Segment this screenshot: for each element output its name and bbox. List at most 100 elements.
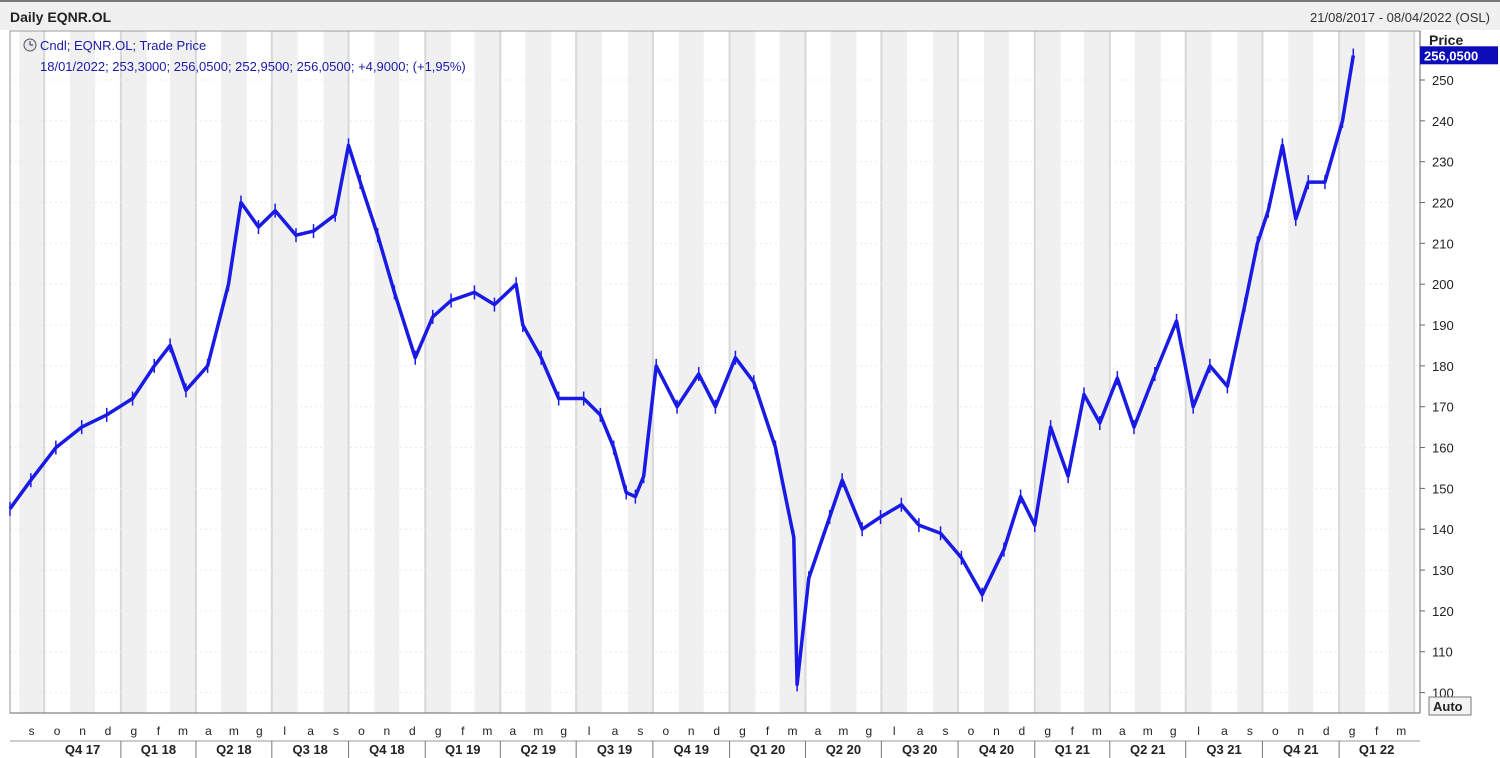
x-month-label: m (229, 724, 239, 738)
x-month-label: a (205, 724, 212, 738)
x-quarter-label: Q2 21 (1130, 742, 1165, 757)
y-tick-label: 110 (1432, 645, 1453, 660)
x-month-label: d (1019, 724, 1026, 738)
x-month-label: m (533, 724, 543, 738)
month-band (627, 31, 653, 713)
y-axis-ticks: 1001101201301401501601701801902002102202… (1420, 73, 1454, 701)
month-band (576, 31, 603, 713)
last-price-label: 256,0500 (1424, 48, 1478, 63)
x-month-label: s (333, 724, 339, 738)
month-bands (19, 31, 1415, 713)
y-tick-label: 160 (1432, 441, 1454, 456)
month-band (374, 31, 400, 713)
last-price-background (1420, 46, 1498, 65)
legend-ohlc-values: 18/01/2022; 253,3000; 256,0500; 252,9500… (40, 59, 466, 74)
x-month-label: a (1221, 724, 1228, 738)
x-month-label: s (637, 724, 643, 738)
x-month-label: o (968, 724, 975, 738)
auto-button-label[interactable]: Auto (1433, 699, 1463, 714)
x-quarter-label: Q2 20 (826, 742, 861, 757)
y-tick-label: 200 (1432, 277, 1454, 292)
title-bar: Daily EQNR.OL 21/08/2017 - 08/04/2022 (O… (0, 0, 1500, 30)
y-tick-label: 210 (1432, 236, 1454, 251)
x-month-label: f (1375, 724, 1379, 738)
month-band (1288, 31, 1314, 713)
x-quarter-label: Q3 20 (902, 742, 937, 757)
y-axis-title: Price (1429, 32, 1463, 48)
y-tick-label: 250 (1432, 73, 1454, 88)
x-quarter-label: Q4 21 (1283, 742, 1318, 757)
x-month-label: g (1349, 724, 1356, 738)
x-month-label: s (29, 724, 35, 738)
month-band (1388, 31, 1415, 713)
x-month-label: g (435, 724, 442, 738)
x-month-label: a (815, 724, 822, 738)
x-month-label: m (1143, 724, 1153, 738)
y-tick-label: 190 (1432, 318, 1454, 333)
y-tick-label: 230 (1432, 155, 1454, 170)
month-band (830, 31, 857, 713)
legend-box: Cndl; EQNR.OL; Trade Price 18/01/2022; 2… (23, 38, 466, 74)
x-month-label: o (1272, 724, 1279, 738)
x-month-label: g (560, 724, 567, 738)
x-quarter-label: Q4 19 (674, 742, 709, 757)
x-month-label: f (766, 724, 770, 738)
month-band (881, 31, 908, 713)
x-quarter-label: Q4 17 (65, 742, 100, 757)
month-band (323, 31, 349, 713)
x-month-label: a (1119, 724, 1126, 738)
x-month-label: g (1170, 724, 1177, 738)
month-band (70, 31, 96, 713)
x-month-label: g (1044, 724, 1051, 738)
series-line (8, 55, 1356, 687)
x-month-label: n (1297, 724, 1304, 738)
x-month-label: o (358, 724, 365, 738)
x-quarter-label: Q4 18 (369, 742, 404, 757)
x-quarter-label: Q4 20 (979, 742, 1014, 757)
x-month-label: d (105, 724, 112, 738)
month-band (933, 31, 959, 713)
y-tick-label: 170 (1432, 400, 1454, 415)
x-quarter-label: Q3 19 (597, 742, 632, 757)
x-month-label: o (662, 724, 669, 738)
x-month-label: n (688, 724, 695, 738)
x-month-label: g (130, 724, 137, 738)
x-month-label: m (1092, 724, 1102, 738)
x-month-label: a (509, 724, 516, 738)
x-month-label: l (588, 724, 591, 738)
month-band (271, 31, 298, 713)
x-month-label: m (178, 724, 188, 738)
x-month-label: m (838, 724, 848, 738)
month-band (120, 31, 147, 713)
month-band (474, 31, 501, 713)
x-month-label: f (157, 724, 161, 738)
y-tick-label: 130 (1432, 563, 1454, 578)
auto-button-frame[interactable] (1428, 696, 1472, 716)
x-month-label: m (788, 724, 798, 738)
month-band (170, 31, 196, 713)
x-quarter-label: Q1 19 (445, 742, 480, 757)
x-quarter-label: Q1 18 (141, 742, 176, 757)
last-price-marker: 256,0500 (1420, 46, 1498, 65)
x-month-label: g (256, 724, 263, 738)
x-month-label: n (79, 724, 86, 738)
x-month-label: l (283, 724, 286, 738)
month-band (220, 31, 247, 713)
x-quarter-label: Q2 19 (521, 742, 556, 757)
y-tick-label: 150 (1432, 481, 1454, 496)
x-month-label: o (54, 724, 61, 738)
auto-button[interactable]: Auto (1428, 696, 1472, 716)
y-tick-label: 120 (1432, 604, 1454, 619)
x-month-label: d (409, 724, 416, 738)
month-band (678, 31, 704, 713)
x-month-label: s (1247, 724, 1253, 738)
x-quarter-label: Q2 18 (216, 742, 251, 757)
x-month-label: m (1396, 724, 1406, 738)
x-quarter-label: Q3 21 (1206, 742, 1241, 757)
month-band (779, 31, 806, 713)
x-month-label: a (612, 724, 619, 738)
x-month-label: d (713, 724, 720, 738)
month-band (425, 31, 452, 713)
